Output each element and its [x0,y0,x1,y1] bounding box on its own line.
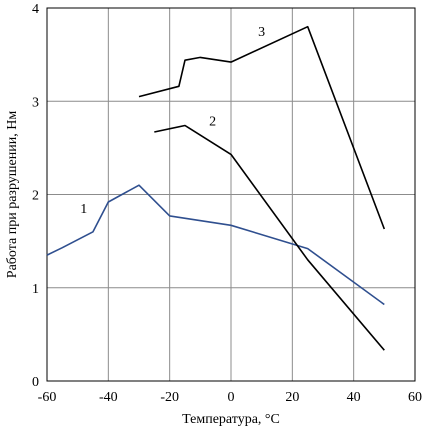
grid [47,8,415,381]
x-tick-label: -20 [160,390,179,405]
series-lines [46,25,386,351]
series-line-1 [46,184,385,306]
y-axis-title: Работа при разрушении, Нм [5,111,20,279]
y-tick-labels: 0 1 2 3 4 [32,2,39,390]
x-tick-label: 20 [285,390,299,405]
y-tick-label: 4 [32,2,39,17]
series-labels: 1 2 3 [80,25,265,217]
y-tick-label: 3 [32,95,39,110]
series-line-3 [138,25,386,230]
y-tick-label: 2 [32,189,39,204]
x-tick-labels: -60 -40 -20 0 20 40 60 [38,390,422,405]
series-label-1: 1 [80,202,87,217]
x-tick-label: 60 [408,390,422,405]
series-label-3: 3 [258,25,265,40]
x-tick-label: 0 [228,390,235,405]
x-tick-label: -40 [99,390,118,405]
x-axis-title: Температура, °C [182,412,280,427]
x-tick-label: -60 [38,390,57,405]
y-tick-label: 0 [32,375,39,390]
y-tick-label: 1 [32,282,39,297]
series-line-2 [154,124,385,351]
plot-frame [46,7,416,382]
series-label-2: 2 [209,114,216,129]
x-tick-label: 40 [347,390,361,405]
